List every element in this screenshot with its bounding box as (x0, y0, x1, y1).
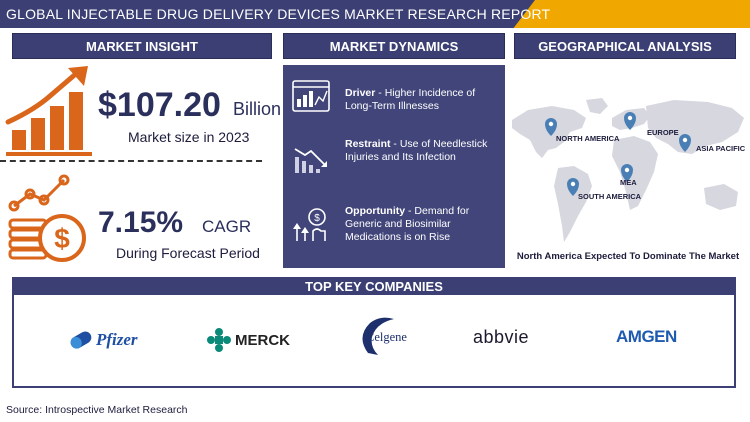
pfizer-wordmark: Pfizer (96, 330, 138, 349)
opportunity-label: Opportunity (345, 205, 406, 217)
world-map-shape (512, 98, 744, 242)
logo-pfizer: Pfizer (68, 327, 138, 353)
svg-text:$: $ (314, 213, 320, 224)
report-title: GLOBAL INJECTABLE DRUG DELIVERY DEVICES … (6, 6, 551, 22)
restraint-text: Restraint - Use of Needlestick Injuries … (345, 138, 495, 164)
world-map: NORTH AMERICA EUROPE ASIA PACIFIC MEA SO… (508, 92, 748, 252)
title-bar (0, 0, 535, 28)
market-dynamics-panel: Driver - Higher Incidence of Long-Term I… (283, 65, 505, 268)
driver-description: - Higher Incidence of Long-Term Illnesse… (345, 87, 476, 112)
abbvie-wordmark: abbvie (473, 327, 530, 347)
celgene-swoosh-icon (362, 317, 394, 355)
market-size-unit: Billion (233, 99, 282, 119)
merck-logo-icon (207, 328, 231, 352)
region-label-mea: MEA (620, 178, 637, 187)
market-size-caption: Market size in 2023 (128, 129, 250, 145)
companies-panel: Pfizer MERCK Celgene abbvie AMGEN (12, 295, 736, 388)
restraint-description: - Use of Needlestick Injuries and Its In… (345, 138, 488, 163)
title-accent-bar (510, 0, 750, 28)
opportunity-description: - Demand for Generic and Biosimilar Medi… (345, 205, 470, 243)
restraint-label: Restraint (345, 138, 391, 150)
cagr-value: 7.15% (98, 206, 184, 239)
section-market-dynamics: MARKET DYNAMICS (283, 33, 505, 59)
section-top-key-companies: TOP KEY COMPANIES (12, 277, 736, 295)
logo-abbvie: abbvie (473, 327, 529, 348)
driver-dashboard-icon (292, 80, 330, 112)
growth-chart-icon (5, 66, 92, 156)
logo-merck: MERCK (206, 327, 290, 353)
celgene-wordmark: Celgene (366, 330, 407, 344)
cagr-caption: During Forecast Period (116, 245, 260, 261)
cagr-unit: CAGR (202, 217, 252, 236)
pfizer-pill-icon (70, 331, 92, 349)
region-label-south-america: SOUTH AMERICA (578, 192, 642, 201)
divider-dashed (0, 160, 262, 162)
logo-amgen: AMGEN (616, 327, 677, 347)
driver-text: Driver - Higher Incidence of Long-Term I… (345, 87, 495, 113)
amgen-wordmark: AMGEN (616, 327, 677, 346)
coin-growth-icon: $ (8, 174, 86, 262)
geo-caption: North America Expected To Dominate The M… (516, 251, 740, 262)
market-size-value: $107.20 (98, 86, 221, 124)
opportunity-text: Opportunity - Demand for Generic and Bio… (345, 205, 495, 244)
logo-celgene: Celgene (354, 317, 412, 357)
restraint-decline-icon (294, 148, 327, 173)
region-label-europe: EUROPE (647, 128, 679, 137)
section-geographical-analysis: GEOGRAPHICAL ANALYSIS (514, 33, 736, 59)
svg-text:$: $ (54, 223, 70, 254)
region-label-asia-pacific: ASIA PACIFIC (696, 144, 746, 153)
merck-wordmark: MERCK (235, 331, 290, 349)
opportunity-growth-icon: $ (293, 208, 326, 241)
source-note: Source: Introspective Market Research (6, 404, 188, 416)
region-label-north-america: NORTH AMERICA (556, 134, 620, 143)
section-market-insight: MARKET INSIGHT (12, 33, 272, 59)
driver-label: Driver (345, 87, 376, 99)
